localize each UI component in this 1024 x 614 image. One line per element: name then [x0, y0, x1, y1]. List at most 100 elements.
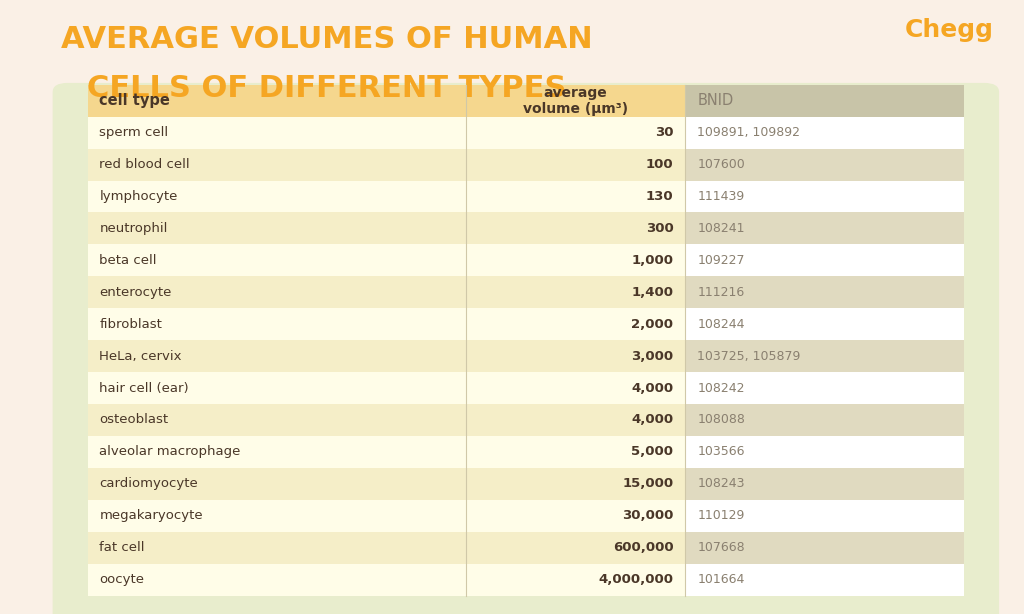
Text: 109227: 109227	[697, 254, 744, 267]
Bar	[466, 500, 685, 532]
Text: 103725, 105879: 103725, 105879	[697, 349, 801, 363]
Bar	[466, 436, 685, 468]
Text: AVERAGE VOLUMES OF HUMAN: AVERAGE VOLUMES OF HUMAN	[60, 25, 593, 53]
Text: neutrophil: neutrophil	[99, 222, 168, 235]
Bar	[87, 500, 466, 532]
Bar	[466, 276, 685, 308]
Text: red blood cell: red blood cell	[99, 158, 190, 171]
Text: alveolar macrophage: alveolar macrophage	[99, 445, 241, 459]
Bar	[87, 468, 466, 500]
Text: osteoblast: osteoblast	[99, 413, 169, 427]
Text: enterocyte: enterocyte	[99, 286, 172, 299]
Text: cardiomyocyte: cardiomyocyte	[99, 477, 199, 491]
Text: lymphocyte: lymphocyte	[99, 190, 178, 203]
Text: 600,000: 600,000	[612, 541, 674, 554]
Text: 30: 30	[654, 126, 674, 139]
Bar	[466, 404, 685, 436]
Text: sperm cell: sperm cell	[99, 126, 169, 139]
Text: 1,400: 1,400	[632, 286, 674, 299]
Bar	[87, 532, 466, 564]
Bar	[466, 117, 685, 149]
Text: 107668: 107668	[697, 541, 744, 554]
Bar	[87, 372, 466, 404]
Text: average
volume (μm³): average volume (μm³)	[523, 85, 629, 116]
Bar	[685, 500, 965, 532]
FancyBboxPatch shape	[52, 83, 999, 614]
Bar	[87, 276, 466, 308]
Bar	[466, 244, 685, 276]
Bar	[87, 181, 466, 212]
Bar	[87, 340, 466, 372]
Bar	[466, 532, 685, 564]
Text: 4,000: 4,000	[631, 413, 674, 427]
Bar	[466, 212, 685, 244]
Text: 109891, 109892: 109891, 109892	[697, 126, 800, 139]
Text: Chegg: Chegg	[905, 18, 994, 42]
Text: 108243: 108243	[697, 477, 744, 491]
Text: 130: 130	[646, 190, 674, 203]
Bar	[685, 436, 965, 468]
Text: 111216: 111216	[697, 286, 744, 299]
Text: 110129: 110129	[697, 509, 744, 523]
Text: 108088: 108088	[697, 413, 745, 427]
Text: fibroblast: fibroblast	[99, 317, 163, 331]
Bar	[466, 85, 685, 117]
Bar	[466, 308, 685, 340]
Bar	[87, 436, 466, 468]
Text: BNID: BNID	[697, 93, 733, 108]
Text: fat cell: fat cell	[99, 541, 145, 554]
Bar	[466, 181, 685, 212]
Text: 300: 300	[645, 222, 674, 235]
Text: 5,000: 5,000	[632, 445, 674, 459]
Text: CELLS OF DIFFERENT TYPES: CELLS OF DIFFERENT TYPES	[87, 74, 566, 103]
Bar	[466, 564, 685, 596]
Bar	[466, 340, 685, 372]
Text: 1,000: 1,000	[632, 254, 674, 267]
Text: 103566: 103566	[697, 445, 744, 459]
Text: 100: 100	[646, 158, 674, 171]
Bar	[685, 276, 965, 308]
Bar	[87, 149, 466, 181]
Text: 4,000,000: 4,000,000	[598, 573, 674, 586]
Bar	[466, 149, 685, 181]
Text: 108242: 108242	[697, 381, 744, 395]
Bar	[685, 244, 965, 276]
Bar	[685, 372, 965, 404]
Bar	[87, 244, 466, 276]
Bar	[685, 532, 965, 564]
Text: 101664: 101664	[697, 573, 744, 586]
Bar	[87, 308, 466, 340]
Text: 108241: 108241	[697, 222, 744, 235]
Text: 111439: 111439	[697, 190, 744, 203]
Bar	[466, 372, 685, 404]
Bar	[685, 468, 965, 500]
Bar	[685, 404, 965, 436]
Bar	[685, 117, 965, 149]
Text: 108244: 108244	[697, 317, 744, 331]
Text: 15,000: 15,000	[623, 477, 674, 491]
Bar	[87, 117, 466, 149]
Text: beta cell: beta cell	[99, 254, 157, 267]
Text: oocyte: oocyte	[99, 573, 144, 586]
Bar	[685, 340, 965, 372]
Bar	[87, 212, 466, 244]
Bar	[685, 85, 965, 117]
Text: cell type: cell type	[99, 93, 170, 108]
Text: 2,000: 2,000	[632, 317, 674, 331]
Bar	[685, 564, 965, 596]
Bar	[87, 404, 466, 436]
Text: HeLa, cervix: HeLa, cervix	[99, 349, 182, 363]
Text: 3,000: 3,000	[631, 349, 674, 363]
Bar	[685, 212, 965, 244]
Bar	[466, 468, 685, 500]
Bar	[87, 85, 466, 117]
Bar	[87, 564, 466, 596]
Bar	[685, 181, 965, 212]
Text: megakaryocyte: megakaryocyte	[99, 509, 203, 523]
Text: 107600: 107600	[697, 158, 745, 171]
Bar	[685, 149, 965, 181]
Text: 4,000: 4,000	[631, 381, 674, 395]
Text: 30,000: 30,000	[622, 509, 674, 523]
Bar	[685, 308, 965, 340]
Text: hair cell (ear): hair cell (ear)	[99, 381, 189, 395]
